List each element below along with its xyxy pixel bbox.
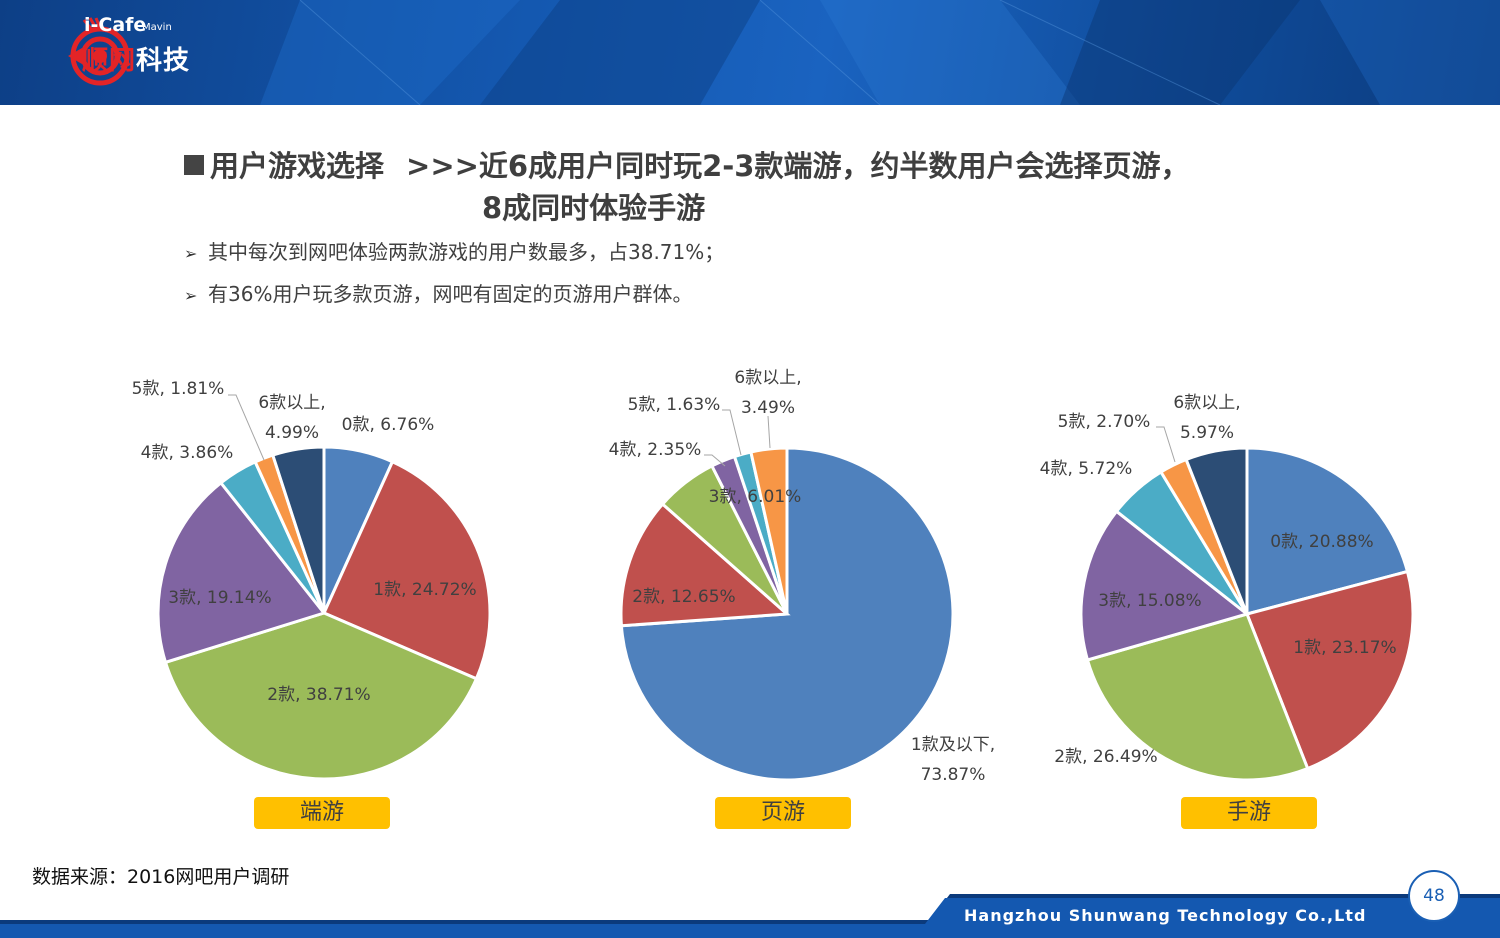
company-name: Hangzhou Shunwang Technology Co.,Ltd xyxy=(964,906,1367,925)
chart-title-页游: 页游 xyxy=(715,797,851,829)
pie-slice xyxy=(1079,509,1251,662)
list-item: ➢ 有36%用户玩多款页游，网吧有固定的页游用户群体。 xyxy=(184,274,724,316)
data-label: 0款, 6.76% xyxy=(342,415,435,435)
list-item: ➢ 其中每次到网吧体验两款游戏的用户数最多，占38.71%； xyxy=(184,232,724,274)
pie-slice xyxy=(1085,612,1310,782)
leader-line xyxy=(722,409,742,456)
leader-line xyxy=(704,454,726,467)
chart-title-手游: 手游 xyxy=(1181,797,1317,829)
leader-line xyxy=(767,415,771,449)
header-band xyxy=(0,0,1500,105)
arrow-bullet-icon: ➢ xyxy=(184,286,198,305)
logo-brand-small: Mavin xyxy=(142,22,172,33)
data-label: 6款以上, 5.97% xyxy=(1173,393,1240,443)
pie-slice xyxy=(1184,446,1249,615)
data-source-note: 数据来源：2016网吧用户调研 xyxy=(32,866,290,888)
data-label: 3款, 6.01% xyxy=(709,487,802,507)
pie-slice xyxy=(619,501,791,628)
title-prefix: 用户游戏选择 xyxy=(210,149,385,183)
data-label: 2款, 12.65% xyxy=(632,587,735,607)
data-label: 2款, 38.71% xyxy=(267,685,370,705)
square-bullet-icon xyxy=(184,155,204,175)
data-label: 1款, 23.17% xyxy=(1293,638,1396,658)
data-label: 2款, 26.49% xyxy=(1054,747,1157,767)
pie-slice xyxy=(749,446,789,615)
pie-slice xyxy=(163,611,479,781)
data-label: 1款, 24.72% xyxy=(373,580,476,600)
bullet-list: ➢ 其中每次到网吧体验两款游戏的用户数最多，占38.71%； ➢ 有36%用户玩多款… xyxy=(184,232,724,316)
data-label: 5款, 1.81% xyxy=(132,379,225,399)
data-label: 1款及以下, 73.87% xyxy=(911,735,995,785)
data-label: 3款, 15.08% xyxy=(1098,591,1201,611)
title-line1: >>>近6成用户同时玩2-3款端游，约半数用户会选择页游， xyxy=(406,149,1190,183)
header-pattern xyxy=(260,0,1500,105)
pie-slice xyxy=(1245,446,1410,616)
data-label: 4款, 3.86% xyxy=(141,443,234,463)
leader-line xyxy=(1156,426,1176,463)
data-label: 0款, 20.88% xyxy=(1270,532,1373,552)
data-label: 3款, 19.14% xyxy=(168,588,271,608)
leader-line xyxy=(228,394,265,461)
footer-band xyxy=(0,894,1500,938)
data-label: 6款以上, 4.99% xyxy=(258,393,325,443)
pie-slice xyxy=(322,459,492,681)
data-label: 4款, 2.35% xyxy=(609,440,702,460)
target-logo-icon xyxy=(68,17,130,86)
arrow-bullet-icon: ➢ xyxy=(184,244,198,263)
title-line2: 8成同时体验手游 xyxy=(482,191,706,225)
data-label: 4款, 5.72% xyxy=(1040,459,1133,479)
data-label: 5款, 1.63% xyxy=(628,395,721,415)
data-label: 6款以上, 3.49% xyxy=(734,368,801,418)
logo-brand-cn: 顺网科技 xyxy=(82,40,190,77)
chart-title-端游: 端游 xyxy=(254,797,390,829)
data-label: 5款, 2.70% xyxy=(1058,412,1151,432)
logo-cn-white: 科技 xyxy=(136,46,191,76)
pie-slice xyxy=(156,480,327,665)
page-number: 48 xyxy=(1408,870,1460,922)
pie-slice xyxy=(270,445,326,614)
logo-brand-text: i-Cafe xyxy=(84,14,147,36)
page-title: 用户游戏选择 >>>近6成用户同时玩2-3款端游，约半数用户会选择页游， 8成同时… xyxy=(184,145,1304,229)
logo-cn-red: 顺网 xyxy=(82,46,137,76)
